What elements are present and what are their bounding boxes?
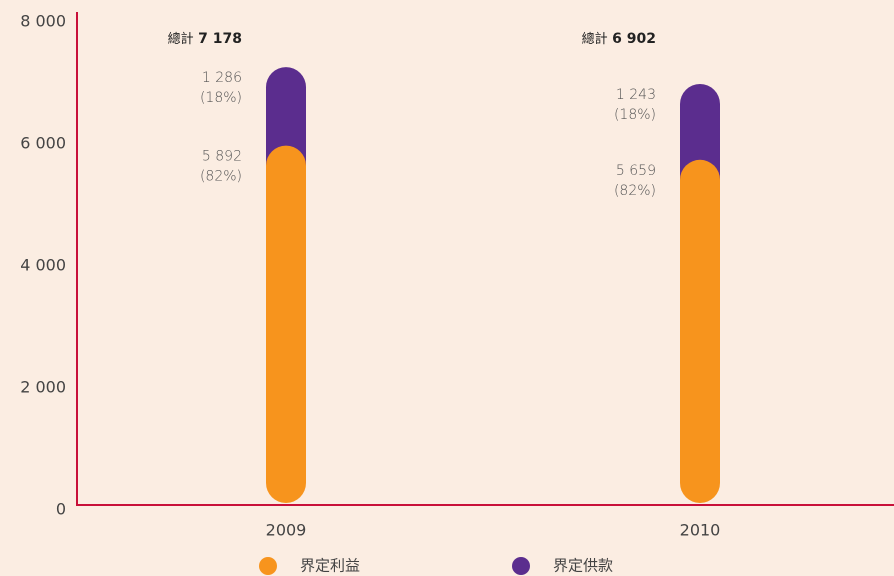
bar-segment — [266, 145, 306, 503]
value-label: 1 286 — [202, 70, 242, 86]
total-caption: 總計 — [582, 31, 608, 47]
legend-swatch — [512, 557, 530, 575]
y-tick-label: 8 000 — [20, 12, 66, 31]
value-label: 5 659 — [616, 163, 656, 179]
legend-swatch — [259, 557, 277, 575]
legend-label: 界定利益 — [300, 557, 360, 575]
y-tick-label: 4 000 — [20, 256, 66, 275]
percent-label: (18%) — [200, 90, 242, 106]
total-value: 6 902 — [612, 31, 656, 47]
total-caption: 總計 — [168, 31, 194, 47]
legend-label: 界定供款 — [553, 557, 613, 575]
percent-label: (18%) — [614, 107, 656, 123]
value-label: 1 243 — [616, 87, 656, 103]
percent-label: (82%) — [200, 169, 242, 185]
y-tick-label: 2 000 — [20, 378, 66, 397]
total-value: 7 178 — [198, 31, 242, 47]
y-tick-label: 6 000 — [20, 134, 66, 153]
total-label: 總計 7 178 — [168, 31, 242, 48]
bar-segment — [680, 159, 720, 503]
y-tick-label: 0 — [56, 500, 66, 519]
x-tick-label: 2009 — [266, 521, 307, 540]
total-label: 總計 6 902 — [582, 31, 656, 48]
x-tick-label: 2010 — [680, 521, 721, 540]
percent-label: (82%) — [614, 183, 656, 199]
value-label: 5 892 — [202, 149, 242, 165]
